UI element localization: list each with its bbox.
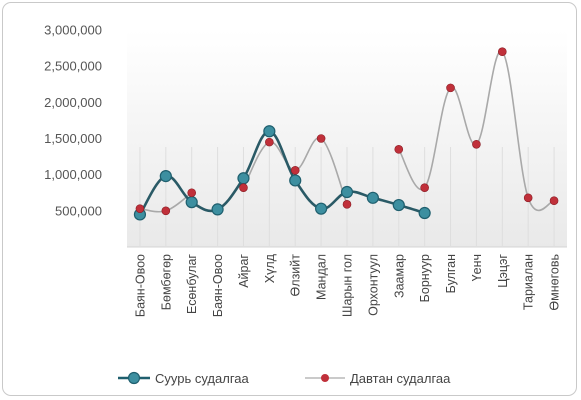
series-repeat-point <box>394 145 404 154</box>
x-tick-label: Өлзийт <box>289 254 303 297</box>
series-repeat-point <box>342 200 352 209</box>
x-tick-label: Булган <box>444 254 458 293</box>
series-base-point <box>159 170 172 183</box>
x-tick-label: Тариалан <box>522 254 536 310</box>
x-tick-label: Мандал <box>315 254 329 300</box>
series-base-point <box>418 206 431 220</box>
legend-label-base: Суурь судалгаа <box>155 371 250 386</box>
y-tick-label: 1,000,000 <box>44 167 102 182</box>
series-repeat-point <box>446 83 455 93</box>
series-repeat-point <box>497 47 507 57</box>
legend-swatch-base-marker <box>127 371 141 385</box>
x-tick-label: Үенч <box>470 254 484 281</box>
legend: Суурь судалгаа Давтан судалгаа <box>118 371 451 386</box>
x-tick-label: Заамар <box>392 254 406 298</box>
series-base-point <box>340 185 354 199</box>
y-tick-label: 3,000,000 <box>44 23 102 38</box>
series-repeat-point <box>316 134 326 143</box>
series-base-point <box>289 174 302 187</box>
series-repeat-point <box>420 183 429 192</box>
series-base-point <box>392 198 405 212</box>
x-tick-label: Хүлд <box>263 253 277 283</box>
y-tick-label: 500,000 <box>55 203 102 218</box>
y-tick-label: 2,000,000 <box>44 95 102 110</box>
x-tick-label: Айраг <box>237 254 251 288</box>
series-repeat-point <box>472 139 481 149</box>
x-tick-label: Цэцэг <box>496 254 510 288</box>
legend-swatch-repeat-marker <box>321 374 329 382</box>
x-tick-label: Баян-Овоо <box>133 254 147 317</box>
series-repeat-point <box>549 196 559 206</box>
series-base-point <box>237 172 250 185</box>
legend-label-repeat: Давтан судалгаа <box>350 371 451 386</box>
series-repeat-point <box>161 206 171 216</box>
series-repeat-point <box>187 188 197 198</box>
series-repeat-point <box>135 204 145 213</box>
y-tick-label: 2,500,000 <box>44 59 102 74</box>
x-tick-label: Борнуур <box>418 254 432 302</box>
series-base-point <box>211 203 224 216</box>
series-repeat-point <box>265 137 274 147</box>
x-tick-label: Орхонтуул <box>366 254 380 316</box>
series-base-point <box>315 202 328 215</box>
y-tick-label: 1,500,000 <box>44 131 102 146</box>
x-tick-label: Баян-Овоо <box>211 254 225 317</box>
x-tick-label: Шарын гол <box>341 254 355 317</box>
series-repeat-point <box>290 166 300 175</box>
x-tick-label: Өмнөговь <box>548 254 562 311</box>
series-base-point <box>263 125 276 138</box>
series-repeat-point <box>523 193 533 203</box>
series-base-point <box>185 196 198 209</box>
x-tick-label: Бөмбөгөр <box>159 254 173 310</box>
x-tick-label: Есөнбулаг <box>185 254 199 314</box>
series-base-point <box>366 191 379 204</box>
series-repeat-point <box>239 183 248 192</box>
